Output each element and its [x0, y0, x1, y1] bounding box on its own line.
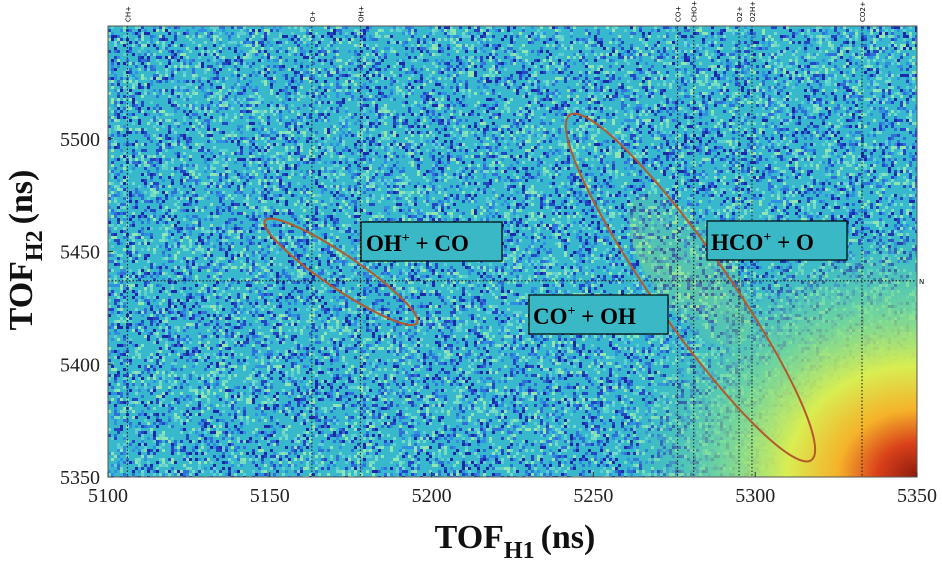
fragment-label: O2H+ — [749, 1, 757, 22]
annotation-box — [706, 220, 848, 261]
noise-layer — [108, 26, 917, 477]
x-axis-ticks: 5100 5150 5200 5250 5300 5350 — [88, 472, 937, 507]
horizontal-reference: N — [108, 278, 924, 286]
x-tick-label: 5250 — [573, 485, 613, 507]
fragment-label: O2+ — [736, 6, 744, 22]
fragment-label: CO+ — [675, 6, 683, 22]
y-axis-ticks: 5350 5400 5450 5500 — [60, 129, 113, 489]
annotation-text: CO+ + OH — [533, 304, 636, 329]
x-tick-label: 5350 — [897, 485, 937, 507]
x-axis-title: TOFH1 (ns) — [435, 519, 596, 564]
annotation-box — [360, 221, 503, 262]
fragment-label: CH+ — [124, 6, 132, 22]
annotation-co-oh: CO+ + OH — [528, 294, 669, 335]
fragment-label: OH+ — [357, 5, 365, 22]
annotation-box — [528, 294, 669, 335]
fragment-label: CO2+ — [859, 1, 867, 22]
x-tick-label: 5150 — [250, 485, 290, 507]
y-tick-label: 5350 — [60, 467, 100, 489]
y-tick-label: 5500 — [60, 129, 100, 151]
x-tick-label: 5200 — [412, 485, 452, 507]
y-tick-label: 5400 — [60, 354, 100, 376]
y-tick-label: 5450 — [60, 242, 100, 264]
annotation-text: OH+ + CO — [366, 231, 469, 256]
fragment-label: O+ — [309, 10, 317, 22]
reference-label: N — [919, 278, 924, 286]
y-axis-title: TOFH2(ns) — [3, 170, 48, 331]
annotation-oh-co: OH+ + CO — [360, 221, 503, 262]
region-ellipse — [263, 217, 419, 326]
annotation-text: HCO+ + O — [711, 230, 814, 255]
x-tick-label: 5100 — [88, 485, 128, 507]
fragment-label: CHO+ — [691, 0, 699, 22]
x-tick-label: 5300 — [735, 485, 775, 507]
noise-layer — [108, 26, 917, 477]
annotation-hco-o: HCO+ + O — [706, 220, 848, 261]
